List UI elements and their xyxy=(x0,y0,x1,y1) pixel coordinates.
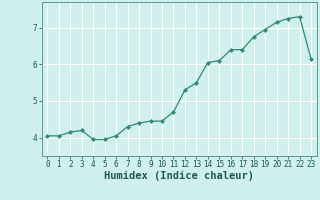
X-axis label: Humidex (Indice chaleur): Humidex (Indice chaleur) xyxy=(104,171,254,181)
